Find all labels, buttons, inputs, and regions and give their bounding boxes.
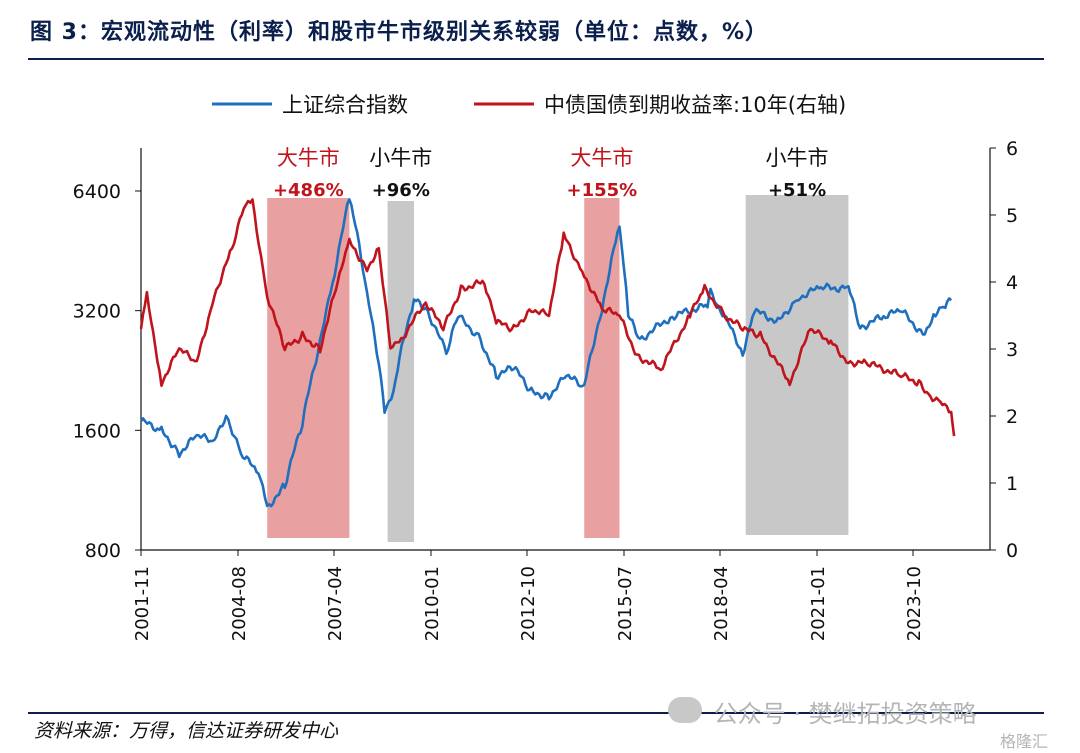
watermark: 公众号 · 樊继拓投资策略 bbox=[668, 694, 977, 729]
series-line-1 bbox=[140, 198, 953, 508]
band-label-4: 小牛市 bbox=[766, 146, 829, 170]
band-value-3: +155% bbox=[567, 180, 638, 201]
footer-divider bbox=[28, 712, 1044, 714]
right-tick-label-3: 3 bbox=[1006, 339, 1018, 361]
x-tick-label-2007-04: 2007-04 bbox=[325, 566, 346, 641]
band-label-1: 大牛市 bbox=[277, 146, 340, 170]
legend-label-yield: 中债国债到期收益率:10年(右轴) bbox=[544, 93, 846, 117]
right-tick-label-6: 6 bbox=[1006, 138, 1018, 160]
band-label-3: 大牛市 bbox=[570, 146, 633, 170]
left-tick-label-6400: 6400 bbox=[73, 181, 121, 203]
band-value-4: +51% bbox=[768, 180, 826, 201]
x-tick-label-2001-11: 2001-11 bbox=[132, 566, 153, 641]
left-tick-label-800: 800 bbox=[85, 540, 121, 562]
right-tick-label-4: 4 bbox=[1006, 272, 1018, 294]
wechat-icon bbox=[668, 697, 702, 723]
watermark-text: 公众号 · 樊继拓投资策略 bbox=[713, 700, 977, 728]
x-tick-label-2021-01: 2021-01 bbox=[808, 566, 829, 641]
band-value-1: +486% bbox=[273, 180, 344, 201]
bull-band-1 bbox=[267, 198, 350, 538]
band-value-2: +96% bbox=[372, 180, 430, 201]
x-tick-label-2004-08: 2004-08 bbox=[229, 566, 250, 641]
title-divider bbox=[28, 58, 1044, 60]
right-tick-label-2: 2 bbox=[1006, 406, 1018, 428]
legend-label-index: 上证综合指数 bbox=[282, 93, 408, 117]
bull-band-3 bbox=[584, 198, 620, 538]
page-title: 图 3：宏观流动性（利率）和股市牛市级别关系较弱（单位：点数，%） bbox=[30, 20, 769, 45]
x-tick-label-2015-07: 2015-07 bbox=[615, 566, 636, 641]
right-tick-label-0: 0 bbox=[1006, 540, 1018, 562]
left-tick-label-1600: 1600 bbox=[73, 420, 121, 442]
right-tick-label-1: 1 bbox=[1006, 473, 1018, 495]
source-note: 资料来源：万得，信达证券研发中心 bbox=[34, 720, 339, 742]
x-tick-label-2012-10: 2012-10 bbox=[518, 566, 539, 641]
x-tick-label-2010-01: 2010-01 bbox=[422, 566, 443, 641]
watermark-secondary: 格隆汇 bbox=[1000, 732, 1049, 751]
right-tick-label-5: 5 bbox=[1006, 205, 1018, 227]
x-tick-label-2023-10: 2023-10 bbox=[904, 566, 925, 641]
bull-band-2 bbox=[387, 201, 414, 542]
left-tick-label-3200: 3200 bbox=[73, 301, 121, 323]
x-tick-label-2018-04: 2018-04 bbox=[711, 566, 732, 641]
series-line-2 bbox=[139, 198, 956, 437]
band-label-2: 小牛市 bbox=[369, 146, 432, 170]
